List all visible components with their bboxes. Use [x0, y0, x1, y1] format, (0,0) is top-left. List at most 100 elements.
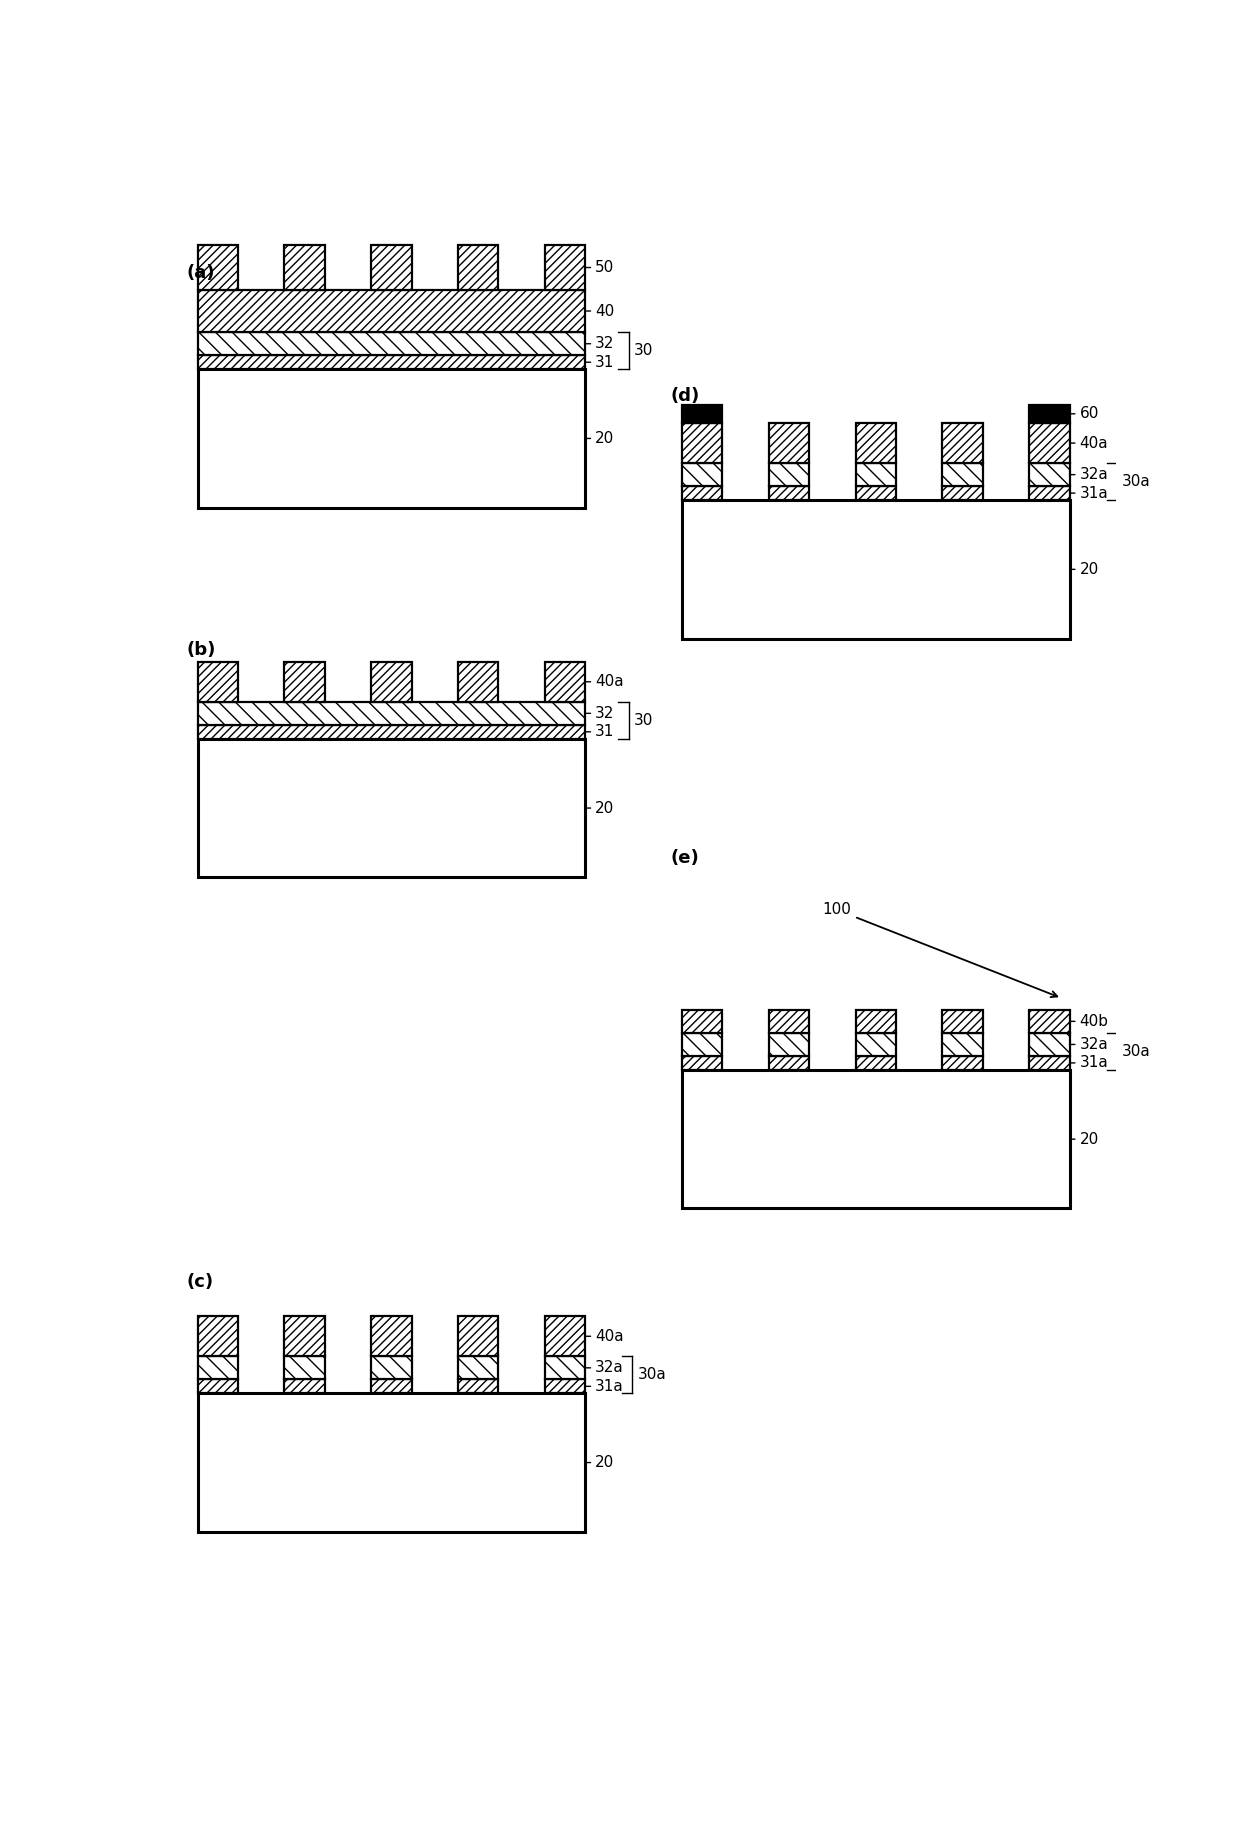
Bar	[769, 464, 808, 485]
Bar	[197, 739, 585, 878]
Bar	[769, 1057, 808, 1069]
Bar	[544, 245, 585, 290]
Bar	[1029, 1033, 1069, 1057]
Text: 30a: 30a	[637, 1367, 667, 1382]
Bar	[856, 423, 895, 464]
Bar	[1029, 423, 1069, 464]
Text: (b): (b)	[186, 641, 216, 659]
Bar	[284, 245, 325, 290]
Bar	[284, 1356, 325, 1380]
Text: 100: 100	[822, 902, 1058, 996]
Bar	[682, 1057, 722, 1069]
Bar	[197, 1392, 585, 1531]
Bar	[942, 1057, 982, 1069]
Bar	[544, 1356, 585, 1380]
Bar	[856, 1057, 895, 1069]
Text: 40: 40	[595, 303, 615, 319]
Bar	[371, 1316, 412, 1356]
Bar	[682, 423, 722, 464]
Text: 30: 30	[634, 343, 653, 358]
Bar	[682, 405, 722, 423]
Bar	[856, 464, 895, 485]
Bar	[371, 662, 412, 703]
Text: 50: 50	[595, 259, 615, 276]
Text: 20: 20	[595, 431, 615, 445]
Bar	[458, 662, 498, 703]
Bar	[197, 725, 585, 739]
Bar	[197, 369, 585, 507]
Bar	[769, 1009, 808, 1033]
Bar	[1029, 405, 1069, 423]
Bar	[856, 1033, 895, 1057]
Bar	[371, 245, 412, 290]
Text: 31a: 31a	[1080, 1055, 1109, 1071]
Bar	[682, 1069, 1069, 1208]
Bar	[682, 1009, 722, 1033]
Bar	[544, 662, 585, 703]
Bar	[942, 485, 982, 500]
Text: (d): (d)	[671, 387, 699, 405]
Bar	[769, 423, 808, 464]
Bar	[197, 356, 585, 369]
Text: 20: 20	[595, 801, 615, 816]
Text: 32: 32	[595, 336, 615, 350]
Bar	[682, 485, 722, 500]
Text: 30a: 30a	[1122, 1044, 1151, 1058]
Bar	[544, 1316, 585, 1356]
Text: 32a: 32a	[1080, 467, 1109, 482]
Bar	[769, 485, 808, 500]
Bar	[1029, 485, 1069, 500]
Text: 31: 31	[595, 354, 615, 370]
Bar	[284, 1380, 325, 1392]
Text: 31a: 31a	[1080, 485, 1109, 500]
Text: 30a: 30a	[1122, 474, 1151, 489]
Bar	[942, 464, 982, 485]
Text: 20: 20	[1080, 1132, 1099, 1146]
Bar	[1029, 1057, 1069, 1069]
Text: 40a: 40a	[595, 673, 624, 690]
Bar	[682, 464, 722, 485]
Text: (c): (c)	[186, 1272, 213, 1290]
Bar	[458, 1356, 498, 1380]
Text: 40b: 40b	[1080, 1015, 1109, 1029]
Bar	[197, 332, 585, 356]
Bar	[284, 1316, 325, 1356]
Bar	[197, 1356, 238, 1380]
Text: 60: 60	[1080, 407, 1099, 422]
Bar	[197, 703, 585, 725]
Text: 32: 32	[595, 706, 615, 721]
Text: 40a: 40a	[595, 1329, 624, 1343]
Text: 40a: 40a	[1080, 436, 1109, 451]
Text: 32a: 32a	[595, 1360, 624, 1376]
Bar	[284, 662, 325, 703]
Text: 31a: 31a	[595, 1380, 624, 1394]
Bar	[1029, 1009, 1069, 1033]
Bar	[197, 662, 238, 703]
Bar	[458, 1380, 498, 1392]
Bar	[942, 423, 982, 464]
Bar	[769, 1033, 808, 1057]
Bar	[458, 245, 498, 290]
Bar	[856, 1009, 895, 1033]
Bar	[942, 1033, 982, 1057]
Text: (a): (a)	[186, 265, 215, 281]
Bar	[197, 290, 585, 332]
Bar	[942, 1009, 982, 1033]
Bar	[197, 245, 238, 290]
Text: 32a: 32a	[1080, 1037, 1109, 1051]
Bar	[544, 1380, 585, 1392]
Text: 20: 20	[1080, 562, 1099, 577]
Text: (e): (e)	[671, 849, 699, 867]
Bar	[197, 1380, 238, 1392]
Bar	[1029, 464, 1069, 485]
Bar	[856, 485, 895, 500]
Bar	[682, 500, 1069, 639]
Text: 20: 20	[595, 1455, 615, 1471]
Bar	[197, 1316, 238, 1356]
Bar	[458, 1316, 498, 1356]
Bar	[682, 1033, 722, 1057]
Text: 30: 30	[634, 714, 653, 728]
Text: 31: 31	[595, 725, 615, 739]
Bar	[371, 1380, 412, 1392]
Bar	[371, 1356, 412, 1380]
